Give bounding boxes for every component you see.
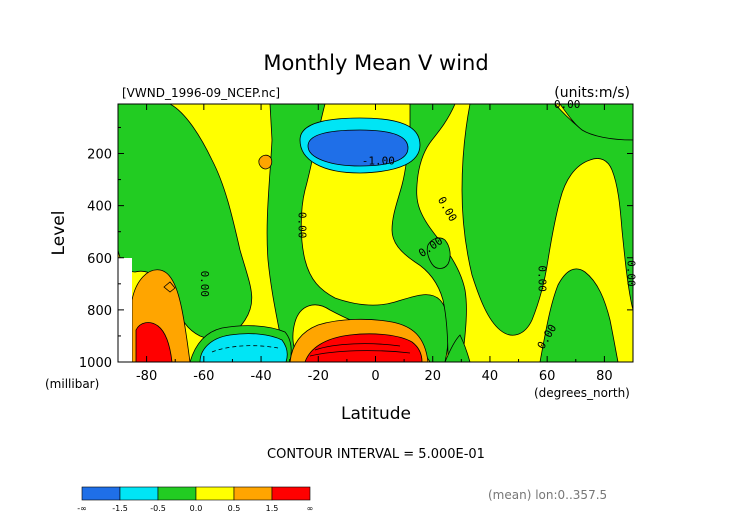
green-region <box>539 268 619 362</box>
green-region <box>391 104 467 362</box>
red-region <box>135 322 173 362</box>
colorbar-swatch <box>195 486 235 501</box>
heatmap-field <box>118 104 633 362</box>
contour-line <box>211 345 279 353</box>
colorbar-label: -0.5 <box>150 504 166 513</box>
green-region <box>444 334 471 362</box>
x-units: (degrees_north) <box>534 386 630 400</box>
colorbar-label: -∞ <box>77 504 87 513</box>
contour-line <box>314 343 401 351</box>
y-tick-label: 1000 <box>79 356 112 371</box>
orange-region <box>258 154 273 170</box>
chart-title: Monthly Mean V wind <box>263 51 488 75</box>
x-tick-label: -20 <box>308 369 329 384</box>
contour-label: 0.00 <box>295 212 308 239</box>
x-tick-label: -40 <box>250 369 271 384</box>
x-tick-label: 0 <box>371 369 379 384</box>
colorbar-swatch <box>233 486 273 501</box>
cyan-region <box>199 333 288 362</box>
contour-label: 0.00 <box>198 271 211 298</box>
x-tick-label: 20 <box>424 369 441 384</box>
footer-label: (mean) lon:0..357.5 <box>488 488 607 502</box>
colorbar: -∞ -1.5 -0.5 0.0 0.5 1.5 ∞ <box>77 486 314 513</box>
colorbar-label: 0.0 <box>190 504 203 513</box>
x-tick-label: 60 <box>539 369 556 384</box>
colorbar-label: 0.5 <box>228 504 241 513</box>
green-region <box>461 104 633 336</box>
contour-interval: CONTOUR INTERVAL = 5.000E-01 <box>267 447 485 462</box>
contour-label: -1.00 <box>362 154 395 167</box>
y-axis-title: Level <box>49 211 69 256</box>
x-tick-label: 40 <box>482 369 499 384</box>
units-label: (units:m/s) <box>554 85 630 101</box>
y-tick-label: 200 <box>87 148 112 163</box>
contour-label: 0.00 <box>624 260 637 287</box>
contour-line <box>309 350 411 357</box>
x-tick-label: -80 <box>136 369 157 384</box>
file-label: [VWND_1996-09_NCEP.nc] <box>122 86 280 100</box>
green-region <box>426 237 451 269</box>
colorbar-label: 1.5 <box>266 504 279 513</box>
orange-region <box>163 281 176 293</box>
y-tick-label: 400 <box>87 200 112 215</box>
x-axis: -80 -60 -40 -20 0 20 40 60 80 <box>136 104 613 384</box>
y-units: (millibar) <box>45 377 99 391</box>
colorbar-swatch <box>157 486 197 501</box>
missing-data-patch <box>118 258 132 362</box>
y-tick-label: 800 <box>87 304 112 319</box>
contour-label: 0.00 <box>536 265 549 292</box>
colorbar-swatch <box>271 486 311 501</box>
red-region <box>304 333 423 362</box>
colorbar-label: -1.5 <box>112 504 128 513</box>
colorbar-swatch <box>119 486 159 501</box>
y-tick-label: 600 <box>87 252 112 267</box>
blue-region <box>307 129 409 167</box>
colorbar-swatch <box>81 486 121 501</box>
colorbar-label: ∞ <box>307 504 314 513</box>
x-axis-title: Latitude <box>341 404 411 424</box>
x-tick-label: -60 <box>193 369 214 384</box>
y-axis: 200 400 600 800 1000 <box>79 126 633 371</box>
x-tick-label: 80 <box>596 369 613 384</box>
